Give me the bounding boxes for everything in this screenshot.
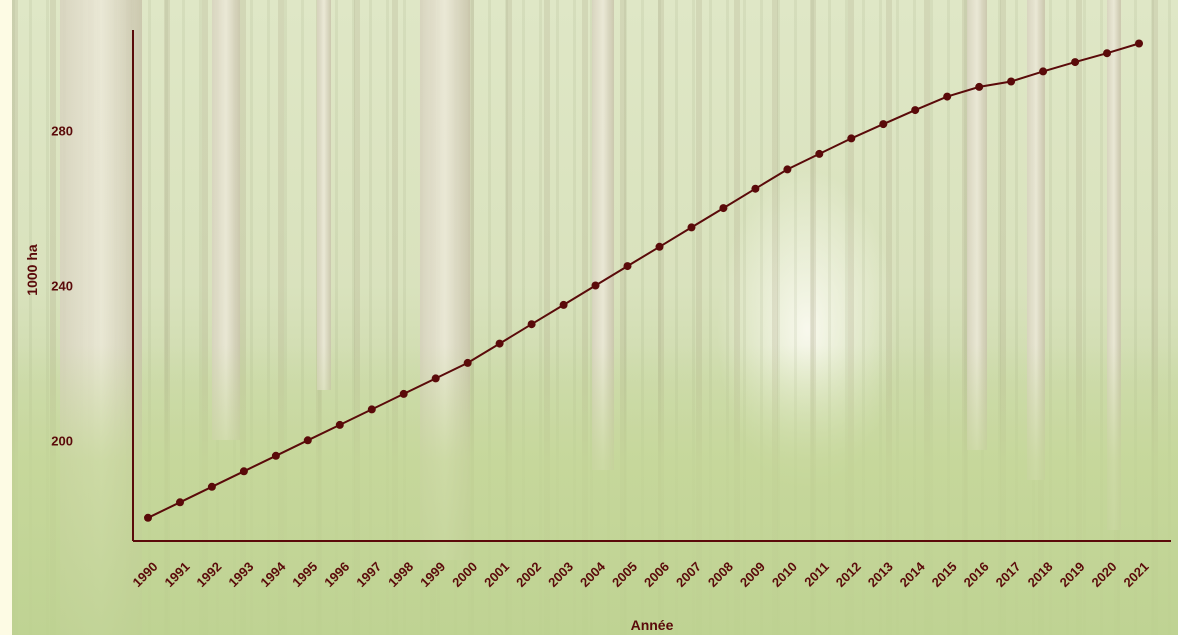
data-point-1995 (303, 436, 312, 445)
data-point-1994 (271, 451, 280, 460)
data-point-2015 (943, 92, 952, 101)
x-tick-label-2007: 2007 (673, 559, 704, 590)
data-point-1992 (207, 482, 216, 491)
data-point-2012 (847, 134, 856, 143)
x-tick-label-2018: 2018 (1025, 559, 1056, 590)
data-point-2018 (1039, 67, 1048, 76)
x-tick-label-2006: 2006 (641, 559, 672, 590)
series-marks (144, 39, 1143, 522)
y-axis-title: 1000 ha (24, 244, 40, 296)
data-point-2021 (1135, 39, 1143, 48)
x-tick-label-2020: 2020 (1088, 559, 1119, 590)
y-tick-label-200: 200 (51, 433, 73, 448)
data-point-2011 (815, 149, 824, 158)
x-tick-label-2017: 2017 (993, 559, 1024, 590)
x-tick-label-2012: 2012 (833, 559, 864, 590)
x-tick-label-2013: 2013 (865, 559, 896, 590)
x-tick-label-1996: 1996 (321, 559, 352, 590)
axes (132, 30, 1171, 542)
x-tick-label-2004: 2004 (577, 558, 609, 590)
data-point-1998 (399, 389, 408, 398)
x-tick-label-1992: 1992 (193, 559, 224, 590)
x-tick-label-1993: 1993 (225, 559, 256, 590)
x-tick-label-2000: 2000 (449, 559, 480, 590)
x-tick-label-2005: 2005 (609, 559, 640, 590)
x-tick-label-1991: 1991 (161, 559, 192, 590)
data-point-2000 (463, 358, 472, 367)
data-point-2009 (751, 184, 760, 193)
data-point-2010 (783, 165, 792, 174)
x-tick-label-1994: 1994 (257, 558, 289, 590)
x-tick-label-1998: 1998 (385, 559, 416, 590)
data-point-2016 (975, 82, 984, 91)
x-tick-label-2015: 2015 (929, 559, 960, 590)
x-axis-title: Année (631, 617, 674, 633)
data-point-1999 (431, 374, 440, 383)
data-point-2006 (655, 242, 664, 251)
x-tick-label-2019: 2019 (1057, 559, 1088, 590)
x-tick-labels: 1990 1991 1992 1993 1994 1995 1996 1997 1998 1999… (129, 558, 1151, 590)
data-point-1993 (239, 467, 248, 476)
x-tick-label-2011: 2011 (801, 559, 832, 590)
data-point-2020 (1103, 49, 1111, 58)
data-point-1991 (176, 498, 184, 507)
x-tick-label-2010: 2010 (769, 559, 800, 590)
x-tick-label-2008: 2008 (705, 559, 736, 590)
data-point-1990 (144, 513, 152, 522)
y-tick-labels: 200 240 280 (51, 124, 73, 449)
series-line (147, 42, 1140, 519)
forest-background-image (12, 0, 1178, 635)
y-tick-label-280: 280 (51, 124, 73, 139)
x-tick-label-1999: 1999 (417, 559, 448, 590)
data-point-2019 (1071, 58, 1080, 67)
data-point-2003 (559, 300, 568, 309)
x-tick-label-2016: 2016 (961, 559, 992, 590)
x-tick-label-2021: 2021 (1120, 559, 1151, 590)
data-point-2013 (879, 120, 888, 129)
x-tick-label-1995: 1995 (289, 559, 320, 590)
x-tick-label-2009: 2009 (737, 559, 768, 590)
data-point-1996 (335, 420, 344, 429)
data-point-2005 (623, 262, 632, 271)
y-tick-label-240: 240 (51, 279, 73, 294)
data-point-2007 (687, 223, 696, 232)
data-point-2017 (1007, 77, 1016, 86)
x-tick-label-2003: 2003 (545, 559, 576, 590)
x-tick-label-2014: 2014 (897, 558, 929, 590)
x-tick-label-2002: 2002 (513, 559, 544, 590)
data-point-2001 (495, 339, 504, 348)
data-point-2002 (527, 320, 536, 329)
data-point-2014 (911, 106, 920, 115)
data-point-2008 (719, 204, 728, 213)
x-tick-label-1997: 1997 (353, 559, 384, 590)
data-point-2004 (591, 281, 600, 290)
x-tick-label-2001: 2001 (481, 559, 512, 590)
x-tick-label-1990: 1990 (129, 559, 160, 590)
data-point-1997 (367, 405, 376, 414)
